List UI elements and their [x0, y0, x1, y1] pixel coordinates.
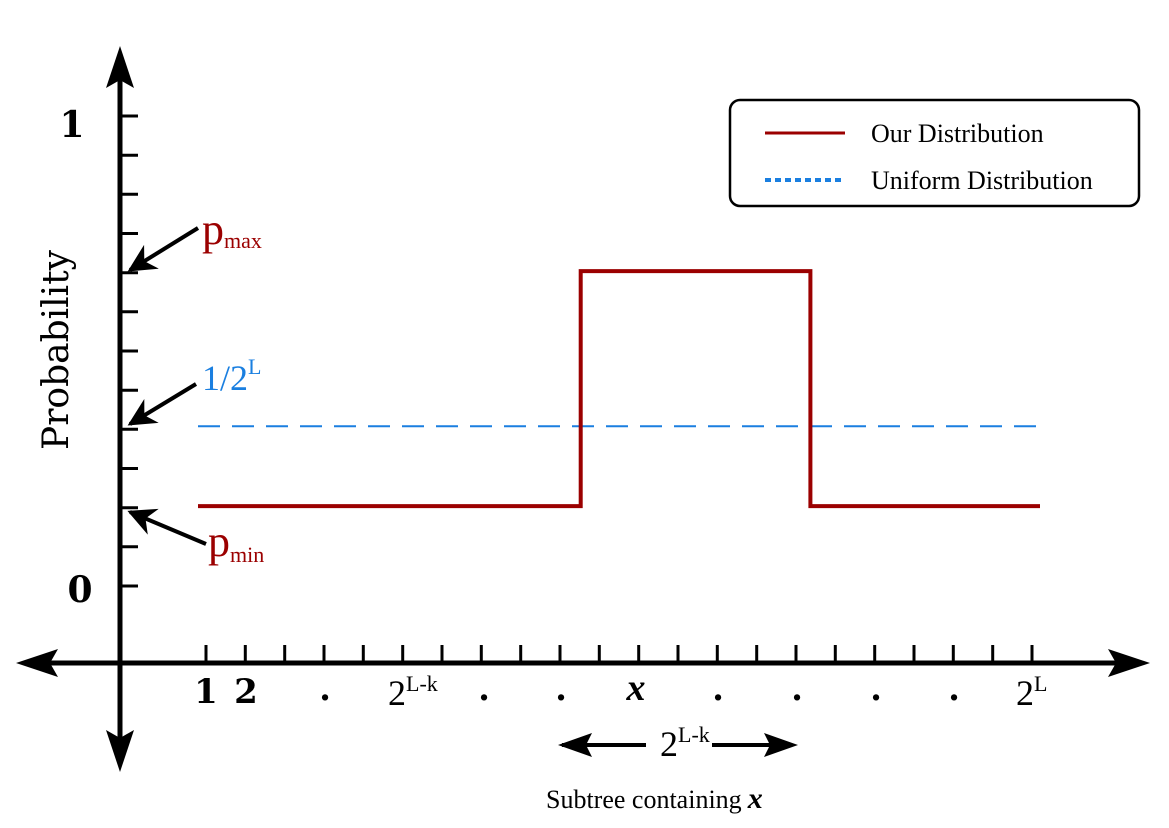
x-dot-e: . — [791, 669, 803, 709]
x-label-1: 1 — [194, 672, 218, 712]
pmin-label-base: p — [208, 517, 230, 566]
x-dot-c: . — [555, 669, 567, 709]
x-label-mid: 2L-k — [388, 671, 438, 713]
x-axis-arrow-right — [1108, 649, 1150, 677]
y-axis — [106, 46, 138, 772]
legend: Our Distribution Uniform Distribution — [728, 98, 1141, 208]
uniform-value-base: 1/2 — [202, 358, 248, 398]
x-label-mid-sup: L-k — [406, 671, 438, 696]
pmin-label-sub: min — [230, 542, 264, 567]
pmax-label-sub: max — [224, 228, 262, 253]
subtree-span-label: 2L-k — [660, 722, 710, 764]
x-label-x: x — [626, 667, 646, 709]
x-dot-a: . — [319, 669, 331, 709]
y-axis-arrow-bottom — [106, 730, 134, 772]
pmax-label-base: p — [202, 205, 224, 254]
x-axis-labels: 1 2 . 2L-k . . x . . . . 2L — [194, 667, 1047, 713]
subtree-caption-text: Subtree containing — [546, 785, 742, 814]
uniform-value-sup: L — [248, 354, 261, 379]
y-axis-ticks — [120, 114, 138, 588]
x-axis-ticks — [204, 645, 1034, 663]
subtree-span-base: 2 — [660, 724, 678, 764]
uniform-value-label: 1/2L — [202, 354, 261, 398]
pmax-label: pmax — [202, 205, 262, 254]
x-label-end-sup: L — [1034, 671, 1047, 696]
pmax-arrow — [127, 226, 200, 272]
legend-box — [728, 98, 1141, 208]
uniform-arrow — [127, 382, 198, 426]
x-label-end-base: 2 — [1016, 673, 1034, 713]
x-axis-arrow-left — [16, 649, 58, 677]
x-dot-g: . — [948, 669, 960, 709]
pmin-arrow — [127, 508, 207, 546]
x-dot-b: . — [478, 669, 490, 709]
subtree-caption: Subtree containing x — [546, 782, 763, 815]
y-axis-label: Probability — [36, 249, 77, 450]
x-dot-f: . — [870, 669, 882, 709]
x-label-mid-base: 2 — [388, 673, 406, 713]
subtree-span-sup: L-k — [678, 722, 710, 747]
y-tick-label-zero: 0 — [67, 569, 92, 611]
legend-ours-label: Our Distribution — [871, 119, 1044, 148]
our-distribution-series — [198, 269, 1040, 509]
annotations: pmax 1/2L pmin — [127, 205, 264, 567]
y-tick-label-one: 1 — [59, 104, 84, 146]
pmin-label: pmin — [208, 517, 264, 567]
subtree-span: 2L-k Subtree containing x — [546, 722, 798, 815]
x-label-2: 2 — [234, 672, 258, 712]
subtree-caption-var: x — [747, 782, 763, 815]
our-distribution-line — [198, 269, 1040, 509]
y-axis-arrow-top — [106, 46, 134, 88]
x-dot-d: . — [712, 669, 724, 709]
x-label-end: 2L — [1016, 671, 1047, 713]
x-axis — [16, 645, 1150, 677]
subtree-span-right-arrow — [764, 733, 798, 757]
subtree-span-left-arrow — [558, 733, 592, 757]
legend-uniform-label: Uniform Distribution — [871, 166, 1093, 195]
